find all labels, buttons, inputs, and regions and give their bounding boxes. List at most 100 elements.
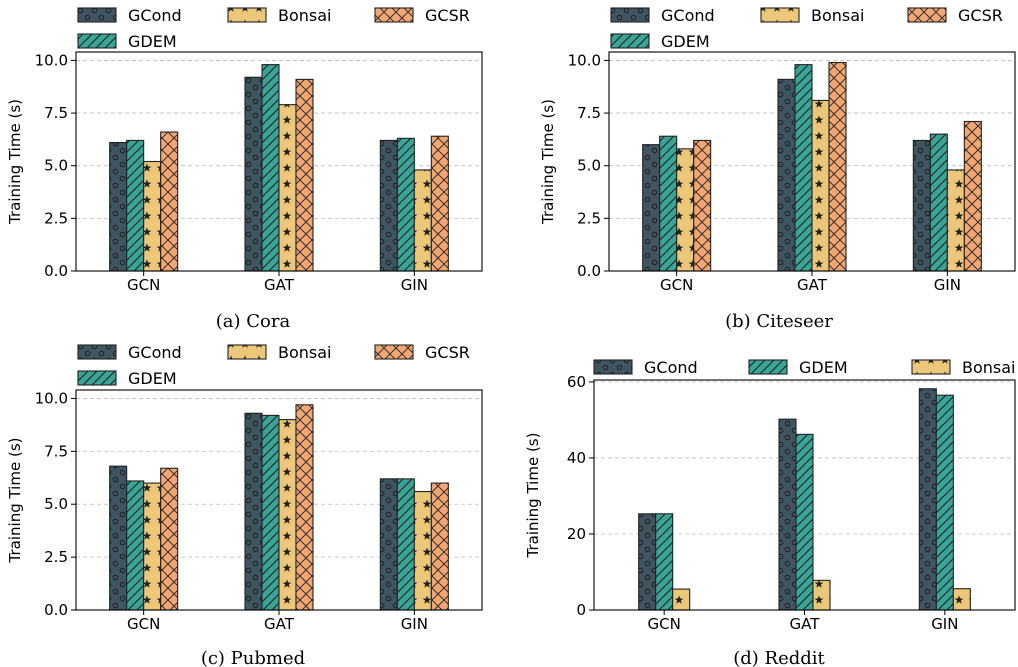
bar-gcsr-gcn <box>160 131 179 272</box>
chart-panel-2: 0.0 2.5 5.0 7.5 10.0 GCN GAT GIN Training Time (… <box>539 6 1016 332</box>
y-tick-label: 5.0 <box>44 157 68 175</box>
legend-swatch-bonsai <box>760 7 800 23</box>
bar-gdem-gcn <box>655 513 674 611</box>
bar-bonsai-gin <box>413 169 432 272</box>
bar-gdem-gat <box>261 64 280 272</box>
bar-gdem-gcn <box>659 135 678 272</box>
legend-label-gcond: GCond <box>661 6 715 25</box>
bar-gcsr-gcn <box>160 467 179 611</box>
bar-gcond-gcn <box>642 144 661 272</box>
legend-swatch-gdem <box>748 359 788 375</box>
legend-swatch-gdem <box>77 370 117 386</box>
y-tick-label: 2.5 <box>44 209 68 227</box>
y-axis-label: Training Time (s) <box>6 99 24 225</box>
y-tick-label: 7.5 <box>577 104 601 122</box>
legend-label-gdem: GDEM <box>799 358 848 377</box>
y-tick-label: 2.5 <box>44 548 68 566</box>
legend-swatch-gdem <box>77 33 117 49</box>
y-tick-label: 10.0 <box>35 51 68 69</box>
y-tick-label: 10.0 <box>568 51 601 69</box>
panel-caption: (a) Cora <box>216 311 291 332</box>
bar-gdem-gin <box>396 137 415 272</box>
y-tick-label: 5.0 <box>577 157 601 175</box>
x-tick-label: GCN <box>127 276 160 294</box>
chart-panel-3: 0.0 2.5 5.0 7.5 10.0 GCN GAT GIN Training Time (… <box>6 343 483 667</box>
legend-label-bonsai: Bonsai <box>962 358 1016 377</box>
bar-bonsai-gat <box>278 104 297 272</box>
plot-frame <box>75 51 483 272</box>
bar-gcsr-gin <box>430 482 449 611</box>
bar-gcond-gin <box>379 478 398 611</box>
legend-label-bonsai: Bonsai <box>278 343 332 362</box>
bar-gcsr-gcn <box>693 139 712 272</box>
bar-gcond-gat <box>244 76 263 272</box>
legend-label-gcond: GCond <box>128 6 182 25</box>
y-tick-label: 5.0 <box>44 495 68 513</box>
bar-gcond-gcn <box>638 513 657 611</box>
bar-bonsai-gin <box>413 490 432 611</box>
y-tick-label: 2.5 <box>577 209 601 227</box>
bar-gdem-gcn <box>126 480 145 611</box>
x-tick-label: GIN <box>931 615 958 633</box>
x-tick-label: GCN <box>660 276 693 294</box>
legend-swatch-gcsr <box>907 7 947 23</box>
y-tick-label: 7.5 <box>44 442 68 460</box>
bar-bonsai-gcn <box>143 160 162 272</box>
x-tick-label: GCN <box>648 615 681 633</box>
y-tick-label: 0 <box>576 601 586 619</box>
bar-gcsr-gin <box>430 135 449 272</box>
x-tick-label: GIN <box>401 615 428 633</box>
bar-gcond-gin <box>918 388 937 611</box>
legend-label-gdem: GDEM <box>128 369 177 388</box>
bar-gdem-gat <box>795 433 814 611</box>
panel-caption: (b) Citeseer <box>725 311 833 332</box>
bar-bonsai-gat <box>811 99 830 272</box>
legend-swatch-bonsai <box>227 7 267 23</box>
y-tick-label: 0.0 <box>44 262 68 280</box>
y-tick-label: 7.5 <box>44 104 68 122</box>
legend-swatch-gdem <box>610 33 650 49</box>
legend-swatch-gcsr <box>374 344 414 360</box>
bar-gcsr-gat <box>295 78 314 272</box>
x-tick-label: GAT <box>264 615 295 633</box>
bar-gcond-gat <box>777 78 796 272</box>
bar-gcond-gin <box>379 139 398 272</box>
legend-swatch-gcond <box>77 344 117 360</box>
plot-frame <box>593 379 1016 611</box>
legend-swatch-bonsai <box>227 344 267 360</box>
y-tick-label: 10.0 <box>35 389 68 407</box>
bar-gdem-gat <box>794 64 813 272</box>
legend-label-gcsr: GCSR <box>425 6 470 25</box>
bar-gdem-gat <box>261 414 280 611</box>
x-tick-label: GCN <box>127 615 160 633</box>
bar-gcond-gin <box>912 139 931 272</box>
chart-panel-1: 0.0 2.5 5.0 7.5 10.0 GCN GAT GIN Training Time (… <box>6 6 483 332</box>
legend-label-gcond: GCond <box>644 358 698 377</box>
legend-swatch-bonsai <box>911 359 951 375</box>
bar-gcond-gcn <box>109 141 128 272</box>
bar-bonsai-gat <box>812 579 831 611</box>
y-axis-label: Training Time (s) <box>6 438 24 564</box>
legend-swatch-gcond <box>593 359 633 375</box>
plot-frame <box>75 389 483 611</box>
panel-caption: (d) Reddit <box>733 648 825 667</box>
y-tick-label: 60 <box>567 373 586 391</box>
bar-bonsai-gat <box>278 419 297 611</box>
legend-swatch-gcond <box>77 7 117 23</box>
panel-caption: (c) Pubmed <box>201 648 305 667</box>
plot-frame <box>608 51 1016 272</box>
bar-gdem-gin <box>935 394 954 611</box>
x-tick-label: GIN <box>934 276 961 294</box>
bar-gdem-gin <box>396 478 415 611</box>
legend-label-gcsr: GCSR <box>425 343 470 362</box>
bar-gdem-gin <box>929 133 948 272</box>
bar-gcsr-gat <box>828 61 847 272</box>
chart-panel-4: 0 20 40 60 GCN GAT GIN Training Time (s) GCond GD… <box>524 358 1016 667</box>
bar-gcsr-gat <box>295 404 314 611</box>
y-tick-label: 0.0 <box>577 262 601 280</box>
legend-label-gcsr: GCSR <box>958 6 1003 25</box>
bar-gcond-gcn <box>109 465 128 611</box>
bar-bonsai-gcn <box>672 588 691 611</box>
bar-gcsr-gin <box>963 120 982 272</box>
